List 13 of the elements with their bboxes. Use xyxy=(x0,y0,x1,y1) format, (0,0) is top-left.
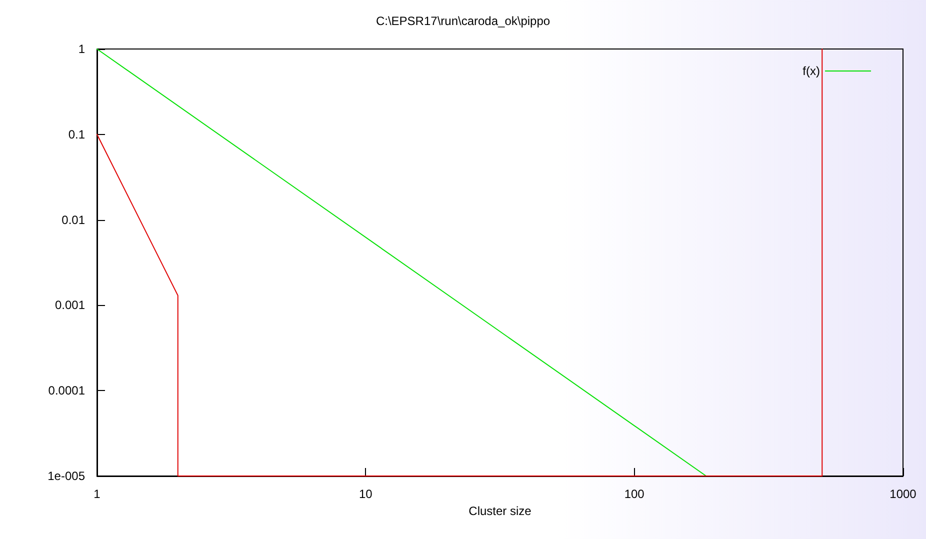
x-tick-label: 10 xyxy=(358,487,373,501)
y-tick-label: 0.01 xyxy=(62,212,86,227)
y-tick-label: 1 xyxy=(78,42,86,56)
y-tick-label: 1e-005 xyxy=(48,469,86,483)
x-axis-title: Cluster size xyxy=(468,504,532,518)
x-tick-label: 1 xyxy=(94,487,101,501)
y-tick-label: 0.001 xyxy=(54,298,86,312)
legend-label: f(x) xyxy=(802,64,820,78)
x-tick-label: 100 xyxy=(624,487,645,501)
chart-title: C:\EPSR17\run\caroda_ok\pippo xyxy=(376,14,550,28)
x-tick-label: 1000 xyxy=(890,487,917,501)
y-tick-label: 0.0001 xyxy=(48,384,86,398)
y-tick-label: 0.1 xyxy=(68,127,86,142)
